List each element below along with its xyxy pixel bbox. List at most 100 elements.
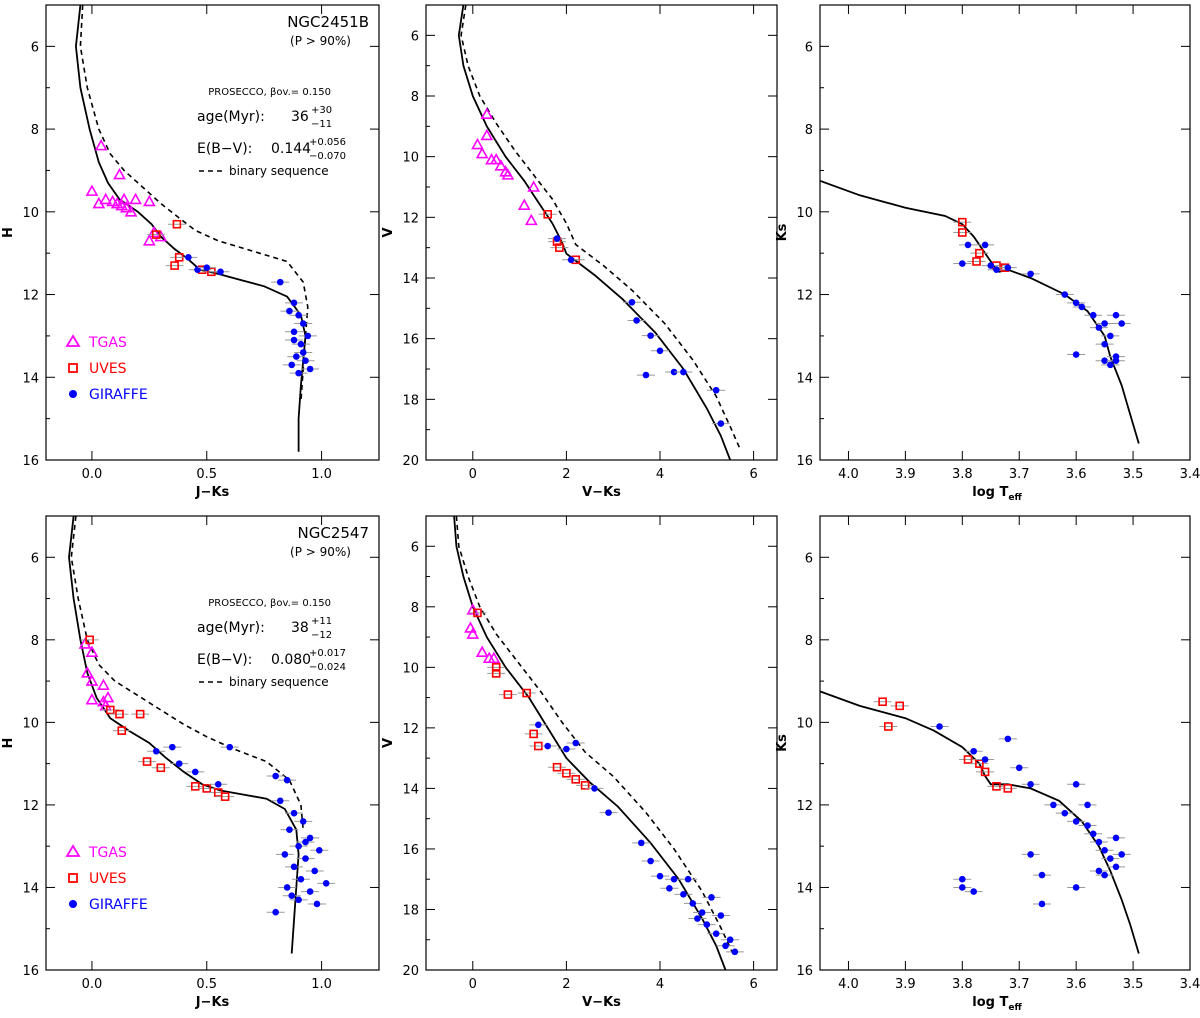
data-point-tgas [101, 690, 115, 703]
data-point-uves [117, 726, 127, 735]
chart-panel-4: 0.0 0.5 1.0 6 8 10 12 14 16 J−Ks H NGC2547 (P > 90%)… [1, 515, 380, 1010]
data-point-giraffe [288, 361, 296, 369]
data-point-giraffe [295, 842, 302, 850]
x-tick-label: 0 [469, 467, 477, 482]
binary-sequence-curve [460, 5, 741, 449]
isochrone-curve [820, 179, 1140, 444]
series-giraffe [179, 254, 320, 377]
data-point-giraffe [1084, 822, 1091, 829]
ebv-plus: +0.056 [309, 137, 346, 148]
series-uves [873, 697, 1017, 793]
legend-marker-circle [69, 390, 77, 398]
legend-item-tgas: TGAS [65, 844, 127, 861]
data-point-giraffe [647, 857, 654, 865]
data-point-giraffe [272, 772, 279, 780]
y-tick-label: 16 [402, 333, 419, 348]
plot-frame [819, 4, 1191, 461]
isochrone-curve [457, 5, 732, 460]
data-point-giraffe [290, 809, 298, 817]
data-point-uves [562, 768, 571, 778]
x-tick-label: 2 [562, 467, 570, 482]
model-label: PROSECCO, βov.= 0.150 [208, 87, 331, 98]
legend-label: TGAS [88, 845, 127, 861]
data-point-giraffe [311, 867, 318, 875]
x-tick-label: 0.5 [196, 467, 217, 482]
data-point-giraffe [315, 847, 323, 854]
data-point-giraffe [214, 780, 222, 788]
data-point-giraffe [703, 921, 711, 928]
data-point-giraffe [304, 332, 312, 340]
legend-item-uves: UVES [68, 361, 127, 377]
data-point-giraffe [726, 936, 734, 944]
data-point-giraffe [1072, 299, 1080, 307]
cluster-name: NGC2547 [298, 524, 370, 542]
series-giraffe [953, 241, 1131, 369]
series-tgas [85, 138, 168, 246]
data-point-uves [972, 257, 981, 266]
data-point-giraffe [295, 311, 302, 319]
data-point-tgas [501, 168, 515, 180]
x-tick-label: 0.0 [82, 977, 103, 992]
data-point-uves [580, 781, 590, 790]
data-point-giraffe [964, 241, 972, 249]
data-point-giraffe [1095, 867, 1103, 875]
data-point-giraffe [656, 347, 664, 355]
y-tick-label: 10 [22, 716, 39, 731]
x-tick-label: 4 [656, 467, 664, 482]
legend-item-tgas: TGAS [65, 334, 127, 351]
data-point-giraffe [1015, 764, 1023, 772]
x-tick-label: 4 [656, 977, 664, 992]
x-tick-label: 6 [749, 467, 757, 482]
y-axis-label: Ks [775, 734, 790, 752]
binary-sequence-curve [79, 5, 309, 403]
data-point-giraffe [1027, 851, 1034, 858]
data-point-tgas [517, 198, 531, 210]
data-point-giraffe [203, 264, 211, 271]
data-point-uves [135, 709, 145, 719]
ebv-label: E(B−V): [197, 141, 252, 157]
data-point-tgas [94, 138, 108, 151]
y-tick-label: 12 [22, 289, 39, 304]
chart-panel-3: 4.0 3.9 3.8 3.7 3.6 3.5 3.4 6 8 10 12 14 16 log Teff K… [775, 4, 1200, 503]
legend-item-giraffe: GIRAFFE [69, 897, 148, 913]
x-axis-label: V−Ks [582, 995, 621, 1010]
x-axis-label: J−Ks [195, 995, 230, 1010]
y-axis-label: Ks [775, 223, 790, 241]
y-tick-label: 6 [31, 40, 39, 55]
x-tick-label: 3.4 [1180, 467, 1200, 482]
data-point-giraffe [680, 891, 687, 898]
y-tick-label: 16 [796, 964, 813, 979]
data-point-uves [522, 688, 531, 698]
x-axis-label-sub: eff [1008, 1003, 1022, 1013]
isochrone-curve [74, 5, 307, 452]
binary-sequence-curve [455, 516, 736, 959]
data-point-giraffe [152, 747, 160, 755]
y-tick-label: 8 [411, 601, 419, 616]
data-point-giraffe [694, 915, 701, 922]
data-point-giraffe [689, 900, 697, 907]
data-point-giraffe [272, 908, 279, 916]
data-point-giraffe [563, 745, 570, 753]
plot-area [820, 690, 1140, 954]
data-point-uves [106, 705, 115, 715]
data-point-giraffe [1101, 357, 1108, 365]
data-point-giraffe [731, 948, 739, 956]
plot-frame [425, 4, 778, 461]
data-point-giraffe [290, 863, 298, 871]
y-tick-label: 8 [805, 123, 813, 138]
y-tick-label: 14 [402, 272, 419, 287]
x-tick-label: 3.7 [1009, 977, 1030, 992]
isochrone-curve [68, 516, 300, 954]
data-point-giraffe [628, 298, 636, 306]
data-point-uves [491, 663, 501, 672]
y-tick-label: 6 [411, 540, 419, 555]
data-point-giraffe [1101, 847, 1108, 854]
plot-frame [819, 515, 1191, 971]
data-point-giraffe [670, 368, 678, 376]
data-point-giraffe [290, 336, 298, 344]
data-point-tgas [475, 645, 489, 657]
data-point-uves [503, 690, 513, 699]
y-tick-label: 16 [402, 843, 419, 858]
data-point-giraffe [1050, 801, 1057, 809]
